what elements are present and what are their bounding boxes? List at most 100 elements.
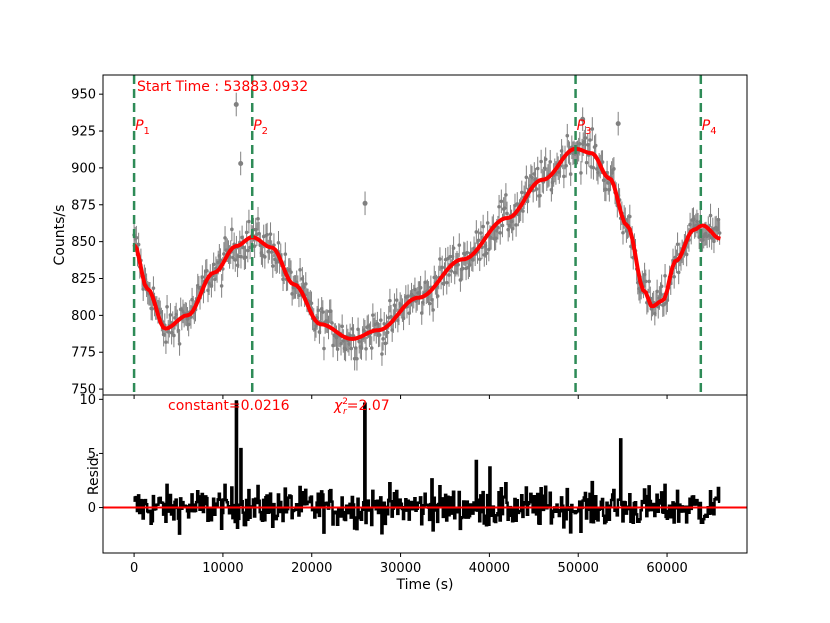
data-point	[506, 227, 510, 232]
data-point	[244, 230, 249, 235]
data-point	[471, 258, 475, 262]
data-point	[591, 165, 596, 170]
y-tick-label: 825	[71, 272, 96, 287]
data-point	[235, 263, 240, 268]
data-point	[377, 333, 382, 337]
data-point	[524, 175, 529, 180]
outlier-point	[238, 160, 244, 166]
data-point	[406, 294, 410, 299]
data-point	[359, 346, 364, 350]
data-point	[438, 257, 442, 261]
x-tick-label: 0	[130, 561, 138, 576]
data-point	[309, 301, 314, 306]
data-point	[505, 211, 509, 216]
data-point	[612, 167, 616, 171]
data-point	[534, 187, 539, 191]
data-point	[595, 167, 599, 171]
data-point	[657, 296, 662, 300]
data-point	[487, 247, 491, 252]
start-time-annotation: Start Time : 53883.0932	[137, 79, 308, 95]
data-point	[394, 298, 399, 302]
data-point	[266, 249, 271, 254]
data-point	[379, 318, 383, 322]
data-point	[499, 199, 504, 204]
light-curve-y-ticks: 750 775 800 825 850 875 900 925 950	[71, 88, 103, 398]
data-point	[653, 311, 657, 316]
chi-subscript: r	[343, 407, 348, 417]
data-point	[590, 127, 595, 131]
data-point	[543, 157, 548, 162]
data-point	[655, 289, 659, 294]
data-point	[263, 255, 267, 259]
data-point	[675, 242, 680, 247]
x-axis-label: Time (s)	[396, 577, 454, 593]
data-point	[190, 297, 194, 302]
data-point	[316, 308, 321, 313]
data-point	[593, 143, 598, 148]
y-tick-label: 950	[71, 88, 96, 103]
data-point	[283, 252, 288, 256]
data-point	[538, 193, 542, 198]
light-curve-panel: P1 P2 P3 P4 750 775 800 825 850 875 900 925 950 Sta…	[52, 74, 748, 399]
data-point	[186, 322, 191, 327]
data-point	[271, 264, 275, 268]
data-point	[642, 272, 647, 277]
data-point	[319, 307, 324, 311]
data-point	[141, 287, 145, 291]
data-point	[164, 340, 168, 344]
data-point	[530, 175, 534, 180]
data-point	[219, 284, 224, 288]
constant-annotation: constant=0.0216	[168, 398, 290, 414]
data-point	[535, 166, 540, 171]
data-point	[357, 339, 362, 344]
data-point	[427, 301, 432, 306]
data-point	[493, 236, 498, 241]
data-point	[165, 304, 169, 309]
data-point	[481, 224, 485, 229]
data-point	[621, 230, 625, 235]
data-point	[624, 229, 629, 233]
data-point	[247, 219, 251, 224]
data-point	[444, 280, 449, 285]
data-point	[207, 281, 211, 286]
data-point	[301, 285, 306, 289]
data-point	[166, 330, 170, 334]
data-point	[564, 163, 568, 168]
data-point	[417, 291, 422, 295]
data-point	[335, 347, 340, 351]
data-point	[557, 170, 562, 174]
data-point	[510, 227, 515, 231]
data-point	[449, 269, 454, 273]
period-markers: P1 P2 P3 P4	[132, 75, 717, 395]
data-point	[256, 216, 260, 221]
data-point	[485, 221, 490, 225]
model-fit-line	[132, 146, 721, 341]
data-point	[185, 317, 190, 321]
y-tick-label: 900	[71, 161, 96, 176]
data-point	[168, 313, 173, 317]
y-tick-label: 10	[79, 393, 96, 408]
data-point	[548, 159, 553, 164]
data-point	[695, 219, 699, 224]
outlier-point	[233, 101, 239, 107]
y-tick-label: 925	[71, 125, 96, 140]
data-point	[134, 235, 139, 240]
data-point	[269, 250, 274, 254]
data-point	[290, 292, 294, 296]
y-tick-label: 850	[71, 235, 96, 250]
data-point	[281, 277, 285, 282]
data-point	[375, 321, 380, 326]
data-point	[172, 333, 176, 338]
data-point	[341, 339, 346, 343]
data-point	[413, 287, 417, 292]
data-point	[582, 139, 587, 144]
data-point	[136, 242, 141, 247]
data-point	[231, 255, 235, 260]
data-point	[638, 289, 642, 294]
data-point	[494, 228, 499, 233]
data-point	[209, 283, 214, 288]
data-point	[440, 265, 445, 270]
data-point	[647, 279, 651, 284]
data-point	[684, 252, 689, 257]
data-point	[514, 223, 518, 227]
